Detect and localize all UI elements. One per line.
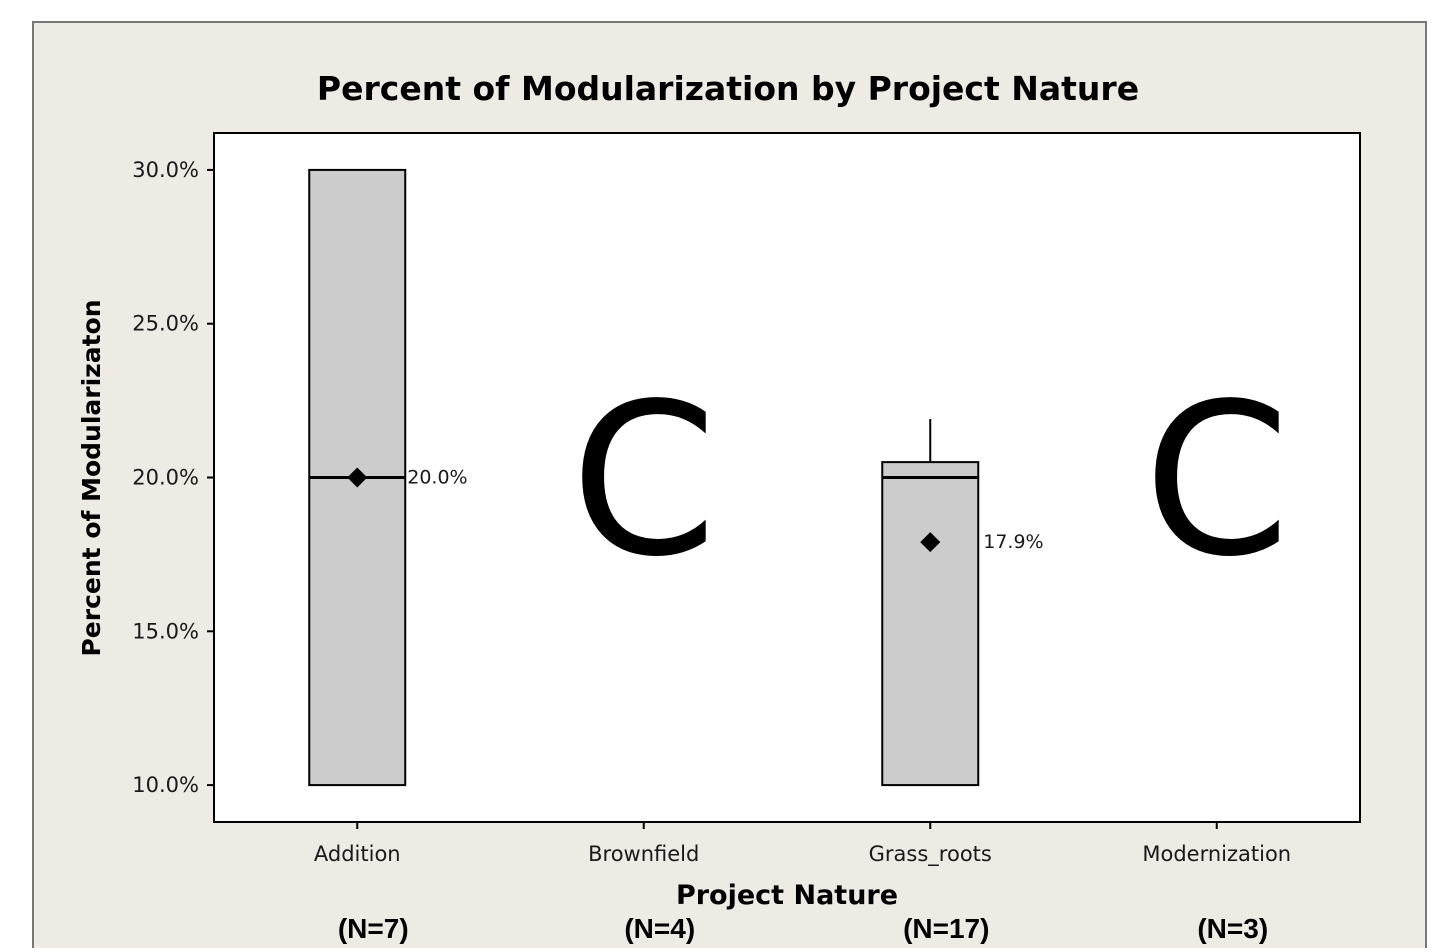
mean-marker: [347, 467, 368, 488]
chart-title: Percent of Modularization by Project Nat…: [317, 69, 1139, 108]
box-series: 20.0% C 17.9% C: [308, 168, 1290, 787]
y-tick-label: 25.0%: [132, 312, 199, 336]
x-category-label: Grass_roots: [869, 842, 992, 867]
y-axis-label: Percent of Modularizaton: [77, 299, 106, 656]
missing-data-marker: C: [570, 358, 717, 603]
box-iqr: [881, 461, 980, 787]
sample-size-label: (N=4): [624, 913, 695, 944]
y-tick-label: 20.0%: [132, 466, 199, 490]
mean-marker: [920, 532, 941, 553]
mean-label: 17.9%: [983, 531, 1043, 553]
box-addition: 20.0%: [308, 168, 468, 787]
x-category-label: Addition: [314, 842, 401, 866]
sample-size-label: (N=17): [903, 913, 989, 944]
y-tick-label: 15.0%: [132, 619, 199, 643]
y-tick-label: 10.0%: [132, 773, 199, 797]
x-category-label: Modernization: [1142, 842, 1291, 866]
x-axis-label: Project Nature: [676, 880, 898, 911]
mean-label: 20.0%: [407, 467, 467, 489]
sample-size-row: (N=7) (N=4) (N=17) (N=3): [338, 913, 1268, 944]
sample-size-label: (N=3): [1197, 913, 1268, 944]
x-category-label: Brownfield: [588, 842, 699, 866]
y-axis: 10.0% 15.0% 20.0% 25.0% 30.0%: [132, 158, 214, 797]
sample-size-label: (N=7): [338, 913, 409, 944]
y-tick-label: 30.0%: [132, 158, 199, 182]
missing-data-marker: C: [1143, 358, 1290, 603]
box-grass-roots: 17.9%: [881, 419, 1044, 787]
x-axis: Addition Brownfield Grass_roots Modernizati…: [314, 822, 1291, 867]
